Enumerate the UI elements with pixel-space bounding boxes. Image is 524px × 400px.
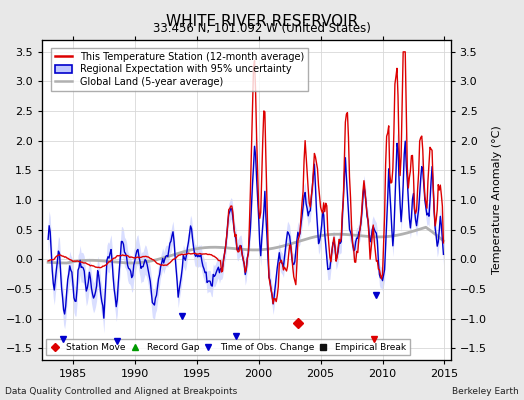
Text: WHITE RIVER RESERVOIR: WHITE RIVER RESERVOIR: [166, 14, 358, 29]
Text: Data Quality Controlled and Aligned at Breakpoints: Data Quality Controlled and Aligned at B…: [5, 387, 237, 396]
Legend: Station Move, Record Gap, Time of Obs. Change, Empirical Break: Station Move, Record Gap, Time of Obs. C…: [47, 339, 410, 356]
Text: 33.456 N, 101.092 W (United States): 33.456 N, 101.092 W (United States): [153, 22, 371, 35]
Text: Berkeley Earth: Berkeley Earth: [452, 387, 519, 396]
Y-axis label: Temperature Anomaly (°C): Temperature Anomaly (°C): [492, 126, 502, 274]
